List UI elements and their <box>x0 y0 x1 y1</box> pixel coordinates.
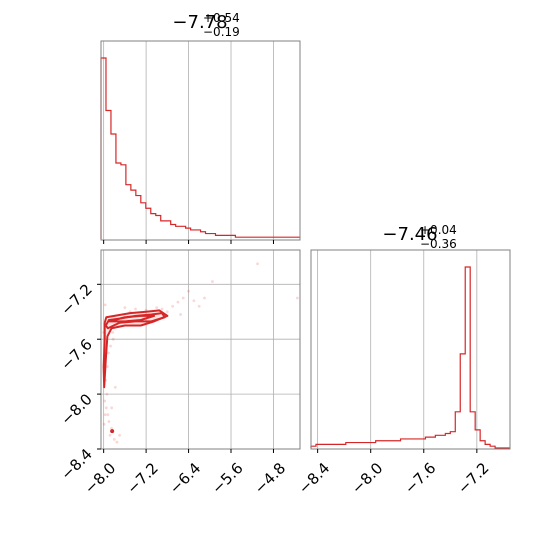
bl-point-2 <box>106 413 110 417</box>
bl-point-0 <box>103 399 107 403</box>
bl-ytick-label-2: −8.0 <box>57 390 95 428</box>
bl-point-6 <box>112 437 116 441</box>
bl-point-24 <box>165 310 169 314</box>
bl-point-28 <box>197 304 201 308</box>
bl-point-9 <box>107 351 110 355</box>
bl-contours <box>102 309 169 389</box>
bl-gridlines <box>101 250 300 449</box>
bl-point-17 <box>111 330 115 334</box>
bl-point-15 <box>115 440 119 444</box>
tl-histogram-line <box>100 57 301 239</box>
bl-dense-point <box>110 429 115 434</box>
bl-point-4 <box>110 427 114 430</box>
bl-point-31 <box>256 262 259 266</box>
bl-point-21 <box>181 296 185 300</box>
bl-xtick-label-1: −7.2 <box>123 459 161 497</box>
bl-point-1 <box>104 406 108 410</box>
bl-point-8 <box>105 365 109 369</box>
bl-point-16 <box>118 433 121 437</box>
tl-xticks <box>103 240 274 244</box>
bl-point-14 <box>102 422 106 426</box>
scatter-bottom-left-panel: −8.0 −7.2 −6.4 −5.6 −4.8 −7.2−7.6−8.0−8.4 <box>57 249 301 498</box>
bl-point-22 <box>187 289 190 293</box>
br-title-minus: −0.36 <box>420 237 457 251</box>
tl-title-plus: +0.54 <box>203 11 240 25</box>
bl-ytick-label-0: −7.2 <box>57 280 95 318</box>
br-gridlines <box>317 250 478 449</box>
bl-point-38 <box>110 406 114 410</box>
br-xtick-label-0: −8.4 <box>295 459 333 497</box>
bl-point-13 <box>103 413 107 417</box>
tl-axes-frame <box>100 40 301 241</box>
bl-contour-2 <box>108 314 156 323</box>
br-title-plus: +0.04 <box>420 223 457 237</box>
bl-point-20 <box>176 300 180 304</box>
bl-point-3 <box>107 420 111 423</box>
bl-point-39 <box>113 385 117 389</box>
bl-point-36 <box>103 303 107 307</box>
hist-bottom-right-panel: −8.4 −8.0 −7.6 −7.2 −7.46 +0.04 −0.36 <box>295 223 511 498</box>
bl-xtick-label-2: −6.4 <box>166 459 204 497</box>
bl-axes-frame <box>100 249 301 450</box>
bl-point-29 <box>203 296 206 300</box>
bl-point-23 <box>192 299 196 303</box>
bl-xticks: −8.0 −7.2 −6.4 −5.6 −4.8 <box>81 449 289 498</box>
br-histogram-line <box>310 266 510 449</box>
bl-xtick-label-3: −5.6 <box>208 459 246 497</box>
bl-point-35 <box>179 313 183 316</box>
bl-contour-1 <box>102 309 169 389</box>
br-xtick-label-3: −7.2 <box>454 459 492 497</box>
bl-point-10 <box>109 344 112 348</box>
bl-point-18 <box>160 307 164 311</box>
br-xticks: −8.4 −8.0 −7.6 −7.2 <box>295 449 493 498</box>
bl-point-33 <box>123 306 127 310</box>
bl-xtick-label-4: −4.8 <box>251 459 289 497</box>
tl-title-minus: −0.19 <box>203 25 240 39</box>
br-axes-frame <box>310 249 511 450</box>
tl-title-value: −7.78 <box>172 12 227 33</box>
hist-top-left-panel: −7.78 +0.54 −0.19 <box>100 11 301 244</box>
bl-scatter-points <box>102 262 299 444</box>
br-title-value: −7.46 <box>382 224 437 245</box>
br-title: −7.46 <box>382 224 437 245</box>
bl-point-5 <box>108 433 112 437</box>
bl-point-27 <box>134 307 137 311</box>
bl-yticks: −7.2−7.6−8.0−8.4 <box>57 280 101 484</box>
bl-point-12 <box>105 392 109 396</box>
bl-point-30 <box>211 280 214 283</box>
bl-ytick-label-1: −7.6 <box>57 335 95 373</box>
tl-title: −7.78 <box>172 12 227 33</box>
tl-gridlines <box>103 41 274 240</box>
br-xtick-label-1: −8.0 <box>348 459 386 497</box>
bl-point-25 <box>155 306 159 310</box>
bl-point-32 <box>295 296 299 300</box>
br-xtick-label-2: −7.6 <box>401 459 439 497</box>
bl-point-19 <box>171 304 175 308</box>
bl-point-11 <box>111 337 115 341</box>
